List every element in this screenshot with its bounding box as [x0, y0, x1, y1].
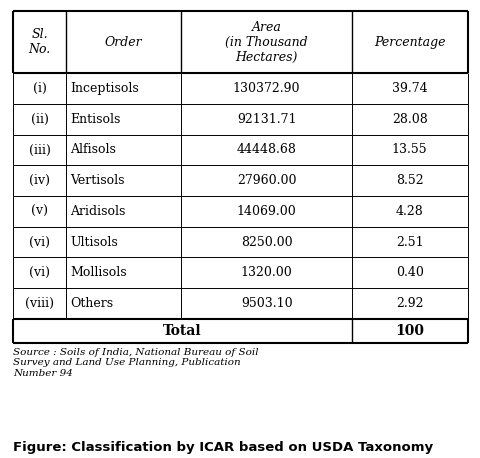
Text: 8250.00: 8250.00 [240, 235, 292, 249]
Text: Sl.
No.: Sl. No. [28, 28, 50, 56]
Text: Mollisols: Mollisols [71, 266, 127, 279]
Text: (ii): (ii) [31, 113, 48, 126]
Text: 27960.00: 27960.00 [236, 174, 296, 187]
Text: 44448.68: 44448.68 [236, 143, 296, 157]
Text: (v): (v) [31, 205, 48, 218]
Text: 1320.00: 1320.00 [240, 266, 292, 279]
Text: 92131.71: 92131.71 [236, 113, 296, 126]
Text: (viii): (viii) [25, 297, 54, 310]
Text: 4.28: 4.28 [395, 205, 422, 218]
Text: 0.40: 0.40 [395, 266, 423, 279]
Text: 28.08: 28.08 [391, 113, 427, 126]
Text: (iv): (iv) [29, 174, 50, 187]
Text: Source : Soils of India, National Bureau of Soil
Survey and Land Use Planning, P: Source : Soils of India, National Bureau… [13, 348, 259, 378]
Text: Aridisols: Aridisols [71, 205, 126, 218]
Text: (vi): (vi) [29, 235, 50, 249]
Text: Others: Others [71, 297, 113, 310]
Text: 13.55: 13.55 [391, 143, 427, 157]
Text: 8.52: 8.52 [395, 174, 422, 187]
Text: (iii): (iii) [29, 143, 50, 157]
Text: 100: 100 [394, 324, 423, 338]
Text: (vi): (vi) [29, 266, 50, 279]
Text: 14069.00: 14069.00 [236, 205, 296, 218]
Text: 2.92: 2.92 [395, 297, 422, 310]
Text: Ultisols: Ultisols [71, 235, 118, 249]
Text: 9503.10: 9503.10 [240, 297, 292, 310]
Text: Vertisols: Vertisols [71, 174, 125, 187]
Text: Inceptisols: Inceptisols [71, 82, 139, 95]
Text: 130372.90: 130372.90 [232, 82, 300, 95]
Text: Alfisols: Alfisols [71, 143, 116, 157]
Text: Area
(in Thousand
Hectares): Area (in Thousand Hectares) [225, 21, 307, 64]
Text: Percentage: Percentage [373, 36, 444, 49]
Text: 2.51: 2.51 [395, 235, 422, 249]
Text: Entisols: Entisols [71, 113, 120, 126]
Text: (i): (i) [33, 82, 47, 95]
Text: Figure: Classification by ICAR based on USDA Taxonomy: Figure: Classification by ICAR based on … [13, 442, 432, 454]
Text: 39.74: 39.74 [391, 82, 427, 95]
Text: Order: Order [105, 36, 142, 49]
Text: Total: Total [163, 324, 202, 338]
